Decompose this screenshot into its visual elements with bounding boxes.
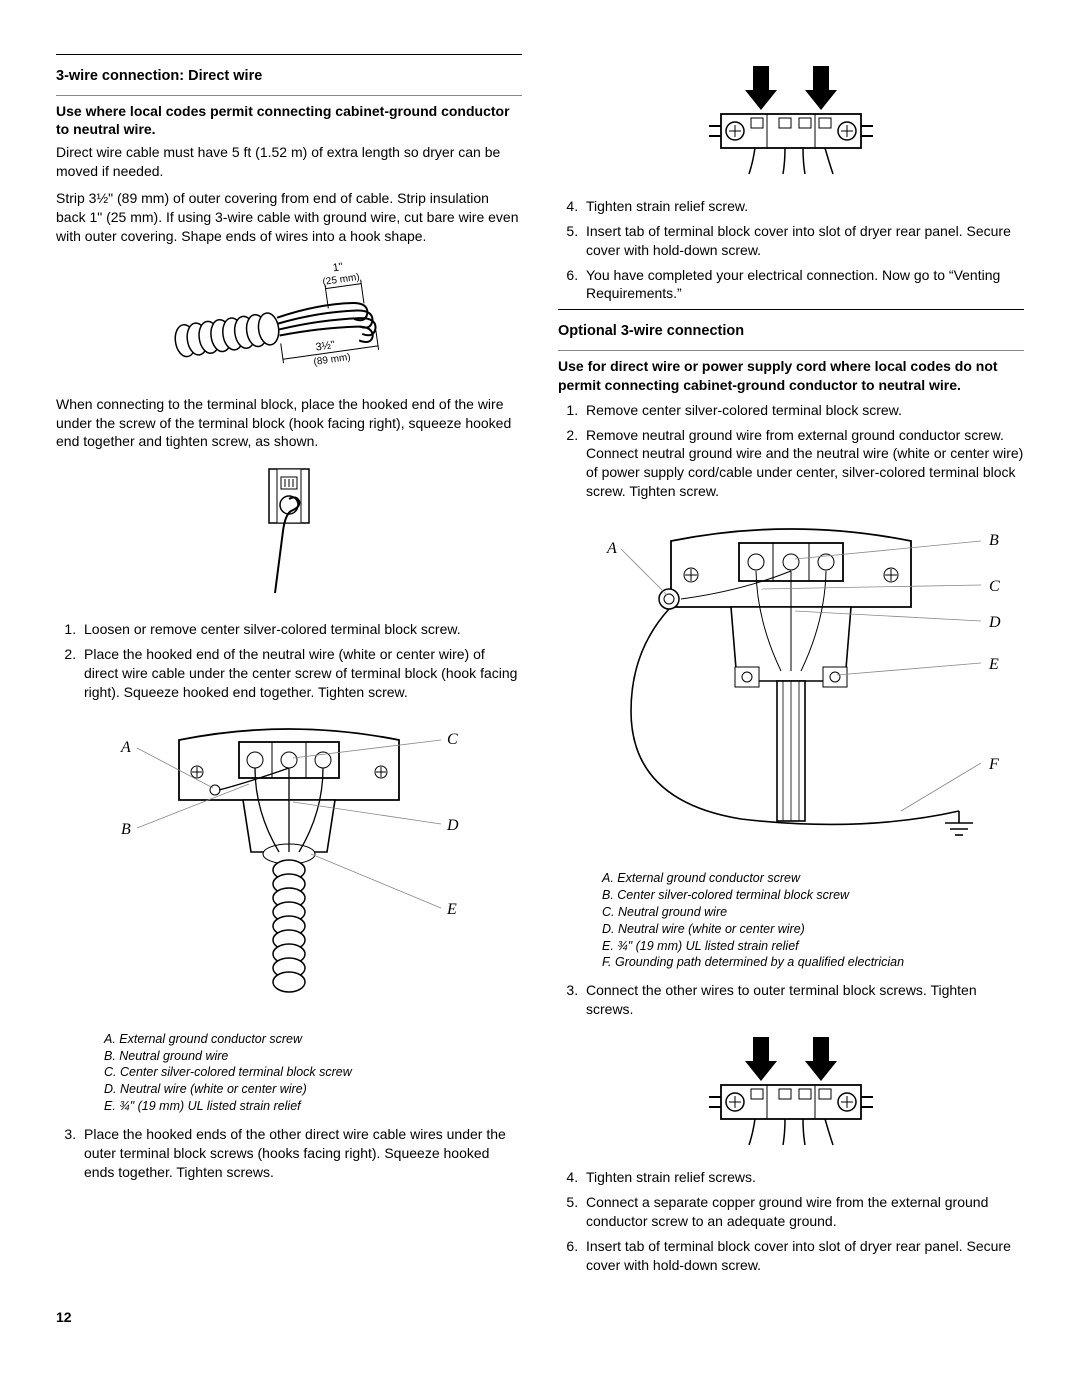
figure-stripped-cable: 1" (25 mm) 3½" (89 mm) — [56, 256, 522, 381]
rule — [558, 350, 1024, 351]
steps-list: Remove center silver-colored terminal bl… — [558, 401, 1024, 501]
svg-text:B: B — [989, 532, 999, 549]
para: When connecting to the terminal block, p… — [56, 395, 522, 452]
step-1: Loosen or remove center silver-colored t… — [80, 620, 522, 639]
step-5: Insert tab of terminal block cover into … — [582, 222, 1024, 260]
section-title-optional-3wire: Optional 3-wire connection — [558, 318, 1024, 346]
rule — [56, 54, 522, 55]
legend-direct: A. External ground conductor screw B. Ne… — [56, 1031, 522, 1115]
section-title-3wire-direct: 3-wire connection: Direct wire — [56, 63, 522, 91]
svg-text:C: C — [447, 731, 458, 748]
steps-list: Tighten strain relief screw. Insert tab … — [558, 197, 1024, 303]
svg-text:A: A — [120, 739, 131, 756]
figure-arrows-terminal-2 — [558, 1029, 1024, 1154]
svg-text:C: C — [989, 578, 1000, 595]
o-step-6: Insert tab of terminal block cover into … — [582, 1237, 1024, 1275]
svg-text:D: D — [988, 614, 1001, 631]
o-step-1: Remove center silver-colored terminal bl… — [582, 401, 1024, 420]
dim-label: (25 mm) — [322, 272, 360, 288]
svg-text:A: A — [606, 540, 617, 557]
para: Strip 3½" (89 mm) of outer covering from… — [56, 189, 522, 246]
step-2: Place the hooked end of the neutral wire… — [80, 645, 522, 702]
page-number: 12 — [56, 1308, 1024, 1327]
step-4: Tighten strain relief screw. — [582, 197, 1024, 216]
o-step-2: Remove neutral ground wire from external… — [582, 426, 1024, 502]
figure-optional-3wire: A B C D E F — [558, 511, 1024, 856]
para: Direct wire cable must have 5 ft (1.52 m… — [56, 143, 522, 181]
right-column: Tighten strain relief screw. Insert tab … — [558, 48, 1024, 1280]
intro-bold: Use for direct wire or power supply cord… — [558, 357, 1024, 395]
svg-text:B: B — [121, 821, 131, 838]
svg-text:D: D — [446, 817, 459, 834]
intro-bold: Use where local codes permit connecting … — [56, 102, 522, 140]
svg-text:E: E — [446, 901, 457, 918]
figure-arrows-terminal — [558, 58, 1024, 183]
o-step-5: Connect a separate copper ground wire fr… — [582, 1193, 1024, 1231]
steps-list: Connect the other wires to outer termina… — [558, 981, 1024, 1019]
o-step-4: Tighten strain relief screws. — [582, 1168, 1024, 1187]
dim-label: 1" — [332, 261, 344, 274]
figure-terminal-block-direct: A B C D E — [56, 712, 522, 1017]
dim-label: 3½" — [315, 339, 336, 354]
figure-hook-terminal — [56, 461, 522, 606]
step-6: You have completed your electrical conne… — [582, 266, 1024, 304]
rule — [558, 309, 1024, 310]
svg-text:E: E — [988, 656, 999, 673]
steps-list: Tighten strain relief screws. Connect a … — [558, 1168, 1024, 1274]
svg-text:F: F — [988, 756, 999, 773]
steps-list: Place the hooked ends of the other direc… — [56, 1125, 522, 1182]
step-3: Place the hooked ends of the other direc… — [80, 1125, 522, 1182]
rule — [56, 95, 522, 96]
steps-list: Loosen or remove center silver-colored t… — [56, 620, 522, 702]
left-column: 3-wire connection: Direct wire Use where… — [56, 48, 522, 1280]
legend-optional: A. External ground conductor screw B. Ce… — [602, 870, 1024, 971]
o-step-3: Connect the other wires to outer termina… — [582, 981, 1024, 1019]
